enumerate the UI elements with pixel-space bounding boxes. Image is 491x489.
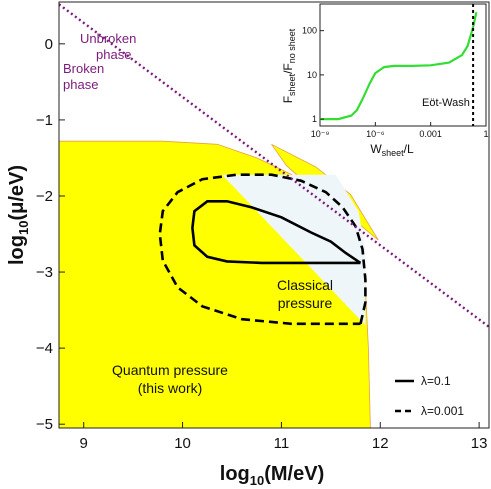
broken-phase-label-line1: Broken xyxy=(63,61,104,76)
legend: λ=0.1 λ=0.001 xyxy=(395,374,464,418)
x-tick-label: 10 xyxy=(174,435,191,452)
y-tick-label: −2 xyxy=(36,188,53,205)
y-axis-ticks: 0 −1 −2 −3 −4 −5 xyxy=(36,36,65,433)
main-chart: 9 10 11 12 13 0−1−2−3−4−5 Unbroken phase Bro… xyxy=(6,1,490,488)
x-tick-label: 12 xyxy=(372,435,389,452)
inset-x-tick-label: 10⁻⁶ xyxy=(366,129,385,139)
inset-x-tick-label: 10⁻⁹ xyxy=(311,129,330,139)
classical-pressure-label-line1: Classical xyxy=(277,277,333,293)
x-axis-ticks: 9 10 11 12 13 xyxy=(80,422,488,452)
y-tick-label: −4 xyxy=(36,340,53,357)
inset-y-tick-label: 100 xyxy=(302,26,317,36)
y-tick-label: −5 xyxy=(36,416,53,433)
inset-x-tick-label: 0.001 xyxy=(419,129,442,139)
x-axis-title: log10(M/eV) xyxy=(220,463,324,488)
quantum-pressure-label-line2: (this work) xyxy=(138,380,203,396)
classical-pressure-label-line2: pressure xyxy=(278,295,333,311)
x-tick-label: 11 xyxy=(274,435,290,452)
x-tick-label: 9 xyxy=(80,435,88,452)
unbroken-phase-label-line1: Unbroken xyxy=(80,31,136,46)
classical-pressure-region xyxy=(222,174,366,326)
inset-x-axis-title: Wsheet/L xyxy=(370,142,414,158)
inset-frame xyxy=(319,3,487,127)
inset-y-ticks: 1 10 100 xyxy=(302,26,324,124)
x-tick-label: 13 xyxy=(471,435,488,452)
inset-x-ticks: 10⁻⁹ 10⁻⁶ 0.001 1 xyxy=(311,122,489,139)
quantum-pressure-label-line1: Quantum pressure xyxy=(112,362,228,378)
broken-phase-label-line2: phase xyxy=(63,77,98,92)
inset-y-tick-label: 10 xyxy=(307,70,317,80)
legend-lambda-0.001: λ=0.001 xyxy=(421,404,464,418)
inset-y-tick-label: 1 xyxy=(312,114,317,124)
eot-wash-label: Eöt-Wash xyxy=(422,97,470,109)
unbroken-phase-label-line2: phase xyxy=(96,47,131,62)
y-axis-title: log10(μ/eV) xyxy=(6,165,31,265)
legend-lambda-0.1: λ=0.1 xyxy=(421,374,451,388)
y-tick-label: −1 xyxy=(36,112,53,129)
inset-y-axis-title: Fsheet/Fno sheet xyxy=(281,28,297,103)
lambda-0.001-contour xyxy=(158,173,367,326)
lambda-0.1-contour xyxy=(191,200,362,265)
y-tick-label: −3 xyxy=(36,264,53,281)
inset-green-curve xyxy=(320,12,478,121)
inset-x-tick-label: 1 xyxy=(483,129,488,139)
y-tick-label: 0 xyxy=(45,36,53,53)
plot-frame xyxy=(58,1,490,429)
